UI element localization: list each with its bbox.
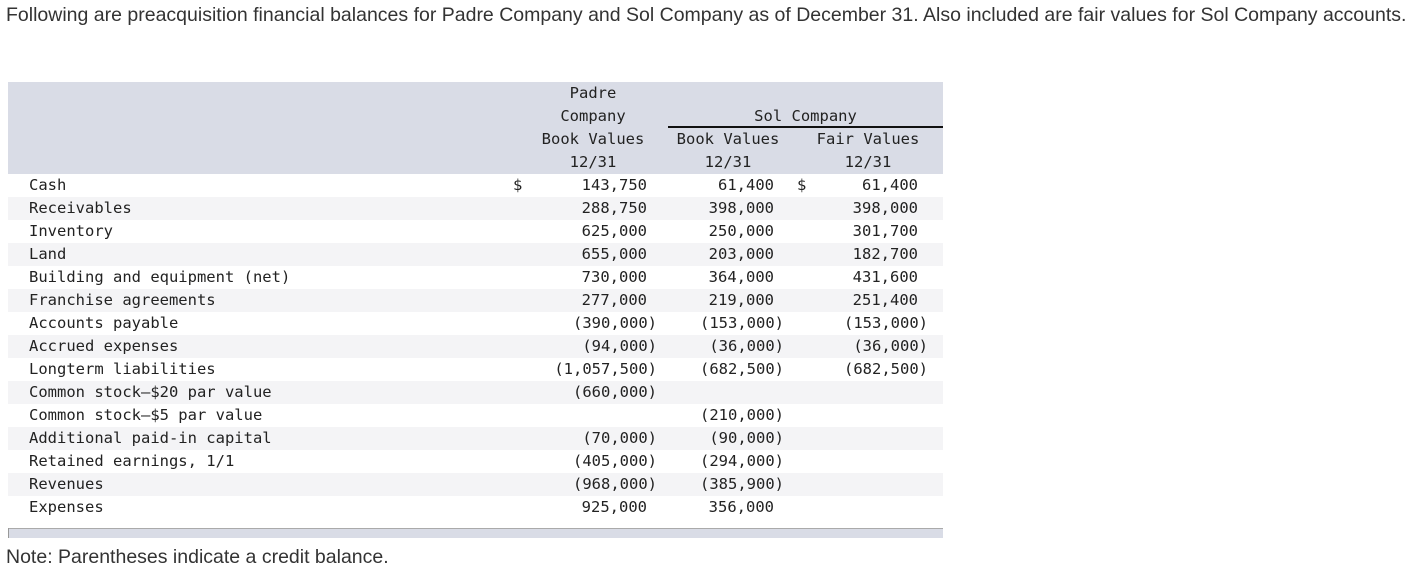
- table-row: Accrued expenses (94,000) (36,000) (36,000): [8, 335, 943, 358]
- table-footer-bar: [8, 528, 943, 538]
- dollar-sign: $: [513, 176, 523, 194]
- sol-fair-value: 301,700: [852, 222, 918, 240]
- sol-company-header: Sol Company: [668, 105, 943, 128]
- sol-book-value: (153,000): [700, 314, 784, 332]
- padre-book-value: (390,000): [573, 314, 657, 332]
- table-body: Cash $ $143,750 61,400 61,400 Receivables 288,…: [8, 174, 943, 519]
- sol-fair-value: (36,000): [853, 337, 928, 355]
- padre-header-1: Padre: [569, 84, 617, 102]
- sol-book-value: (385,900): [700, 475, 784, 493]
- padre-book-value: (1,057,500): [554, 360, 657, 378]
- table-row: Land 655,000 203,000 182,700: [8, 243, 943, 266]
- sol-book-value: (36,000): [709, 337, 784, 355]
- sol-fair-value: 61,400: [862, 176, 918, 194]
- sol-book-value: 203,000: [708, 245, 774, 263]
- row-label: Franchise agreements: [29, 291, 216, 309]
- padre-header-3: Book Values: [541, 130, 645, 148]
- sol-book-value: (210,000): [700, 406, 784, 424]
- padre-book-value: (968,000): [573, 475, 657, 493]
- sol-book-value: 61,400: [718, 176, 774, 194]
- table-row: Revenues (968,000) (385,900): [8, 473, 943, 496]
- row-label: Cash: [29, 176, 67, 194]
- row-label: Common stock—$5 par value: [29, 406, 263, 424]
- sol-fair-value: 398,000: [852, 199, 918, 217]
- row-label: Common stock—$20 par value: [29, 383, 272, 401]
- sol-book-value: 398,000: [708, 199, 774, 217]
- table-row: Retained earnings, 1/1 (405,000) (294,000): [8, 450, 943, 473]
- sol-book-value: (90,000): [709, 429, 784, 447]
- row-label: Expenses: [29, 498, 104, 516]
- padre-book-value: 730,000: [581, 268, 647, 286]
- row-label: Revenues: [29, 475, 104, 493]
- row-label: Land: [29, 245, 67, 263]
- table-header: Padre Company Book Values 12/31 Sol Comp…: [8, 82, 943, 174]
- sol-book-header-1: Book Values: [676, 130, 780, 148]
- sol-fair-header-1: Fair Values: [816, 130, 920, 148]
- row-label: Accounts payable: [29, 314, 179, 332]
- padre-book-value: (405,000): [573, 452, 657, 470]
- padre-header-4: 12/31: [569, 153, 617, 171]
- padre-header-2: Company: [560, 107, 626, 125]
- sol-book-value: 364,000: [708, 268, 774, 286]
- table-row: Common stock—$20 par value (660,000): [8, 381, 943, 404]
- row-label: Accrued expenses: [29, 337, 179, 355]
- padre-book-value: (660,000): [573, 383, 657, 401]
- sol-fair-value: 182,700: [852, 245, 918, 263]
- table-row: Accounts payable (390,000) (153,000) (153,0…: [8, 312, 943, 335]
- table-row: Additional paid-in capital (70,000) (90,00…: [8, 427, 943, 450]
- table-row: Inventory 625,000 250,000 301,700: [8, 220, 943, 243]
- padre-book-value: 625,000: [581, 222, 647, 240]
- padre-book-value: (94,000): [582, 337, 657, 355]
- balances-table: Padre Company Book Values 12/31 Sol Comp…: [8, 82, 943, 519]
- table-row: Expenses 925,000 356,000: [8, 496, 943, 519]
- padre-book-value: (70,000): [582, 429, 657, 447]
- sol-fair-value: (682,500): [844, 360, 928, 378]
- row-label: Additional paid-in capital: [29, 429, 272, 447]
- sol-fair-value: (153,000): [844, 314, 928, 332]
- row-label: Receivables: [29, 199, 132, 217]
- row-label: Building and equipment (net): [29, 268, 291, 286]
- sol-fair-value: 431,600: [852, 268, 918, 286]
- sol-book-value: (682,500): [700, 360, 784, 378]
- table-row: Longterm liabilities (1,057,500) (682,500)…: [8, 358, 943, 381]
- row-label: Inventory: [29, 222, 113, 240]
- sol-book-value: (294,000): [700, 452, 784, 470]
- table-row: Receivables 288,750 398,000 398,000: [8, 197, 943, 220]
- table-row: Common stock—$5 par value (210,000): [8, 404, 943, 427]
- dollar-sign: $: [797, 176, 807, 194]
- sol-fair-header-2: 12/31: [844, 153, 892, 171]
- table-row: Franchise agreements 277,000 219,000 251,40…: [8, 289, 943, 312]
- padre-book-value: 655,000: [581, 245, 647, 263]
- table-row: Cash $ $143,750 61,400 61,400: [8, 174, 943, 197]
- padre-book-value: 925,000: [581, 498, 647, 516]
- padre-book-value: 277,000: [581, 291, 647, 309]
- sol-fair-value: 251,400: [852, 291, 918, 309]
- intro-text: Following are preacquisition financial b…: [6, 4, 1407, 26]
- sol-book-header-2: 12/31: [704, 153, 752, 171]
- note-text: Note: Parentheses indicate a credit bala…: [6, 546, 389, 568]
- row-label: Retained earnings, 1/1: [29, 452, 235, 470]
- padre-book-value: 143,750: [581, 176, 647, 194]
- padre-book-value: 288,750: [581, 199, 647, 217]
- sol-book-value: 356,000: [708, 498, 774, 516]
- table-row: Building and equipment (net) 730,000 364,0…: [8, 266, 943, 289]
- sol-book-value: 250,000: [708, 222, 774, 240]
- sol-book-value: 219,000: [708, 291, 774, 309]
- row-label: Longterm liabilities: [29, 360, 216, 378]
